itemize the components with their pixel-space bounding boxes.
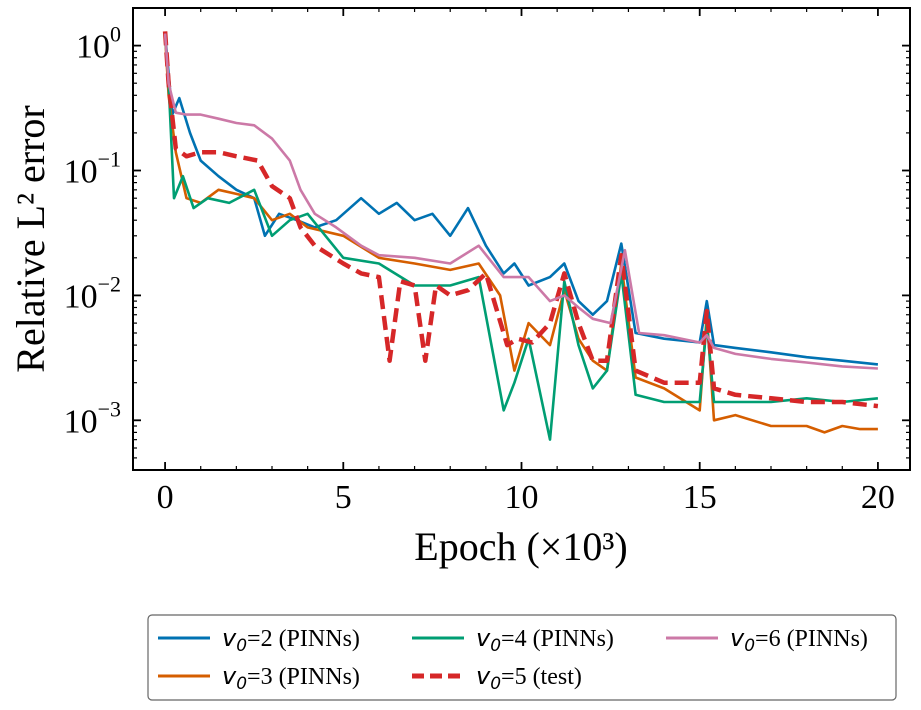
series-line-2 <box>163 35 878 434</box>
legend-label: v0=3 (PINNs) <box>222 662 360 694</box>
x-tick-label: 20 <box>861 479 895 516</box>
legend-label: v0=4 (PINNs) <box>476 624 614 656</box>
x-axis-label-text: Epoch (×10³) <box>414 524 627 569</box>
y-tick-label: 10−1 <box>64 146 121 190</box>
legend-entries: v0=2 (PINNs) v0=3 (PINNs) v0=4 (PINNs) v0=5… <box>158 624 868 694</box>
legend: v0=2 (PINNs) v0=3 (PINNs) v0=4 (PINNs) v0=5… <box>147 614 897 701</box>
legend-entry-1: v0=2 (PINNs) <box>158 624 360 656</box>
y-tick-label: 10−2 <box>64 271 121 315</box>
x-tick-label: 15 <box>683 479 717 516</box>
legend-label: v0=6 (PINNs) <box>730 624 868 656</box>
y-tick-label: 10−3 <box>64 396 121 440</box>
series-layer <box>162 31 879 441</box>
series-line-5 <box>163 33 878 370</box>
legend-entry-5: v0=6 (PINNs) <box>666 624 868 656</box>
legend-entry-2: v0=3 (PINNs) <box>158 662 360 694</box>
legend-entry-3: v0=4 (PINNs) <box>412 624 614 656</box>
series-line-3 <box>163 33 879 441</box>
series-line-4 <box>162 31 879 409</box>
x-tick-label: 0 <box>157 479 174 516</box>
y-axis-label-text: Relative L² error <box>8 105 53 372</box>
series-line-1 <box>163 33 879 366</box>
legend-entry-4: v0=5 (test) <box>412 662 582 694</box>
legend-label: v0=2 (PINNs) <box>222 624 360 656</box>
y-tick-label: 100 <box>76 22 121 66</box>
legend-frame <box>147 614 897 701</box>
x-tick-label: 10 <box>505 479 539 516</box>
legend-label: v0=5 (test) <box>476 662 582 694</box>
ticks-layer: 0 5 10 15 20 10−3 10−2 10−1 100 <box>64 7 910 516</box>
x-axis-label: Epoch (×10³) <box>414 524 627 569</box>
x-tick-label: 5 <box>335 479 352 516</box>
y-axis-label: Relative L² error <box>8 105 53 372</box>
